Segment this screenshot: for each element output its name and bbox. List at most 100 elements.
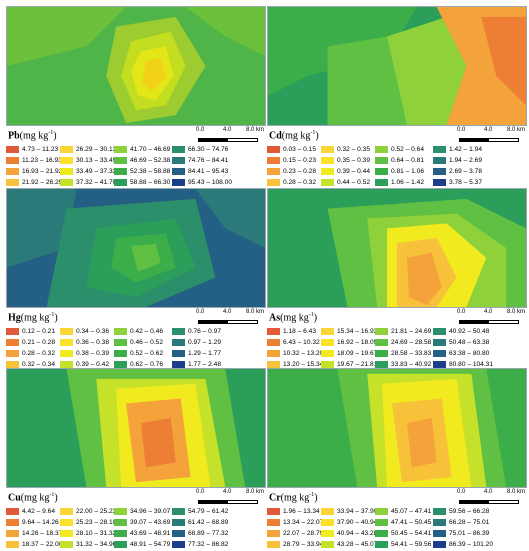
legend-item: 66.28 – 75.01 — [433, 517, 489, 528]
legend-label: 0.15 – 0.23 — [283, 157, 316, 164]
hg-map — [6, 188, 266, 308]
legend-label: 40.92 – 50.48 — [449, 328, 490, 335]
legend-label: 15.34 – 16.92 — [337, 328, 378, 335]
legend-swatch — [6, 339, 19, 346]
legend-item: 0.32 – 0.35 — [321, 144, 370, 155]
legend-item: 68.89 – 77.32 — [172, 528, 228, 539]
legend-swatch — [172, 541, 185, 548]
legend-label: 28.58 – 33.83 — [391, 350, 432, 357]
legend-swatch — [60, 508, 73, 515]
legend-item: 0.46 – 0.52 — [114, 337, 163, 348]
legend-label: 37.90 – 40.94 — [337, 519, 378, 526]
legend-swatch — [375, 157, 388, 164]
legend-label: 26.29 – 30.13 — [76, 146, 117, 153]
legend-label: 75.01 – 86.39 — [449, 530, 490, 537]
legend-label: 0.52 – 0.62 — [130, 350, 163, 357]
hg-unit-close: ) — [54, 312, 58, 324]
legend-label: 4.73 – 11.23 — [22, 146, 59, 153]
legend-item: 66.30 – 74.76 — [172, 144, 228, 155]
legend-swatch — [267, 339, 280, 346]
legend-swatch — [433, 519, 446, 526]
legend-swatch — [375, 361, 388, 368]
legend-swatch — [172, 339, 185, 346]
legend-label: 0.12 – 0.21 — [22, 328, 55, 335]
legend-item: 0.97 – 1.29 — [172, 337, 221, 348]
legend-swatch — [6, 350, 19, 357]
legend-item: 22.07 – 28.79 — [267, 528, 323, 539]
legend-label: 22.07 – 28.79 — [283, 530, 324, 537]
pb-element-symbol: Pb — [8, 130, 20, 142]
legend-label: 0.36 – 0.38 — [76, 339, 109, 346]
legend-swatch — [433, 146, 446, 153]
legend-item: 0.39 – 0.42 — [60, 359, 109, 370]
legend-item: 1.94 – 2.69 — [433, 155, 482, 166]
legend-label: 0.52 – 0.64 — [391, 146, 424, 153]
legend-label: 0.64 – 0.81 — [391, 157, 424, 164]
hg-unit-exponent: -1 — [49, 312, 55, 318]
legend-label: 66.30 – 74.76 — [188, 146, 229, 153]
scale-tick-label: 8.0 km — [246, 309, 265, 315]
as-element-symbol: As — [269, 312, 281, 324]
legend-swatch — [321, 328, 334, 335]
legend-swatch — [60, 361, 73, 368]
legend-item: 0.28 – 0.32 — [267, 177, 316, 188]
legend-item: 0.32 – 0.34 — [6, 359, 55, 370]
legend-label: 22.00 – 25.23 — [76, 508, 117, 515]
legend-item: 0.38 – 0.39 — [60, 348, 109, 359]
legend-swatch — [321, 146, 334, 153]
legend-swatch — [114, 519, 127, 526]
hg-map-zone — [131, 244, 161, 272]
legend-item: 0.23 – 0.28 — [267, 166, 316, 177]
legend-swatch — [114, 530, 127, 537]
legend-swatch — [114, 350, 127, 357]
legend-label: 59.56 – 66.28 — [449, 508, 490, 515]
pb-scale-bar: 0.0 4.0 8.0 km — [196, 127, 264, 145]
legend-label: 16.92 – 18.09 — [337, 339, 378, 346]
scale-tick-label: 8.0 km — [507, 489, 526, 495]
legend-item: 11.23 – 16.93 — [6, 155, 62, 166]
cr-title: Cr(mg kg-1) — [269, 492, 318, 503]
legend-label: 74.76 – 84.41 — [188, 157, 229, 164]
legend-swatch — [114, 146, 127, 153]
legend-item: 0.62 – 0.76 — [114, 359, 163, 370]
legend-label: 54.79 – 61.42 — [188, 508, 229, 515]
legend-swatch — [433, 328, 446, 335]
legend-label: 21.92 – 26.29 — [22, 179, 63, 186]
legend-swatch — [433, 350, 446, 357]
legend-label: 0.38 – 0.39 — [76, 350, 109, 357]
legend-swatch — [6, 157, 19, 164]
panel-cu: Cu(mg kg-1) 0.0 4.0 8.0 km 4.42 – 9.64 9.64 –… — [6, 368, 266, 550]
cr-legend: 1.96 – 13.34 13.34 – 22.07 22.07 – 28.79 28… — [267, 506, 529, 551]
pb-legend: 4.73 – 11.23 11.23 – 16.93 16.93 – 21.92 21… — [6, 144, 268, 189]
pb-map-zone — [7, 7, 127, 66]
cu-element-symbol: Cu — [8, 492, 21, 504]
legend-swatch — [172, 157, 185, 164]
legend-label: 0.34 – 0.36 — [76, 328, 109, 335]
legend-swatch — [172, 350, 185, 357]
legend-item: 10.32 – 13.20 — [267, 348, 323, 359]
legend-item: 0.34 – 0.36 — [60, 326, 109, 337]
as-unit-exponent: -1 — [308, 312, 314, 318]
scale-tick-label: 4.0 — [484, 309, 493, 315]
legend-item: 86.39 – 101.20 — [433, 539, 493, 550]
legend-swatch — [60, 350, 73, 357]
legend-swatch — [433, 168, 446, 175]
legend-swatch — [267, 146, 280, 153]
legend-label: 0.28 – 0.32 — [22, 350, 55, 357]
panel-cd: Cd(mg kg-1) 0.0 4.0 8.0 km 0.03 – 0.15 0.15 –… — [267, 6, 527, 188]
legend-item: 50.45 – 54.41 — [375, 528, 431, 539]
legend-swatch — [114, 508, 127, 515]
legend-swatch — [60, 541, 73, 548]
scale-tick-label: 0.0 — [196, 127, 205, 133]
legend-swatch — [321, 168, 334, 175]
legend-swatch — [6, 328, 19, 335]
legend-label: 18.37 – 22.00 — [22, 541, 63, 548]
cr-scale-bar: 0.0 4.0 8.0 km — [457, 489, 525, 507]
legend-label: 80.80 – 104.31 — [449, 361, 493, 368]
legend-item: 6.43 – 10.32 — [267, 337, 320, 348]
legend-swatch — [433, 157, 446, 164]
legend-item: 16.93 – 21.92 — [6, 166, 62, 177]
legend-label: 28.10 – 31.32 — [76, 530, 117, 537]
legend-label: 68.89 – 77.32 — [188, 530, 229, 537]
legend-swatch — [375, 530, 388, 537]
